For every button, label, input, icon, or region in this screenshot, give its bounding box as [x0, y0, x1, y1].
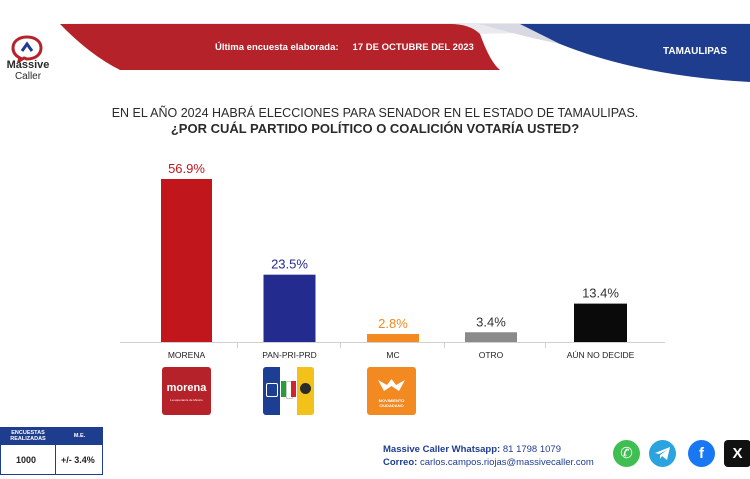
bar-pan-pri-prd [263, 274, 316, 342]
brand-name-line1: Massive [6, 59, 50, 71]
header-red-band [60, 24, 500, 70]
value-label-otro: 3.4% [476, 314, 506, 329]
bar-otro [465, 332, 517, 342]
morena-logo: morena La esperanza de México [162, 367, 211, 415]
morena-logo-text: morena [166, 382, 207, 394]
stats-header-me: M.E. [73, 433, 86, 439]
header-banner [58, 23, 750, 82]
category-label-otro: OTRO [479, 350, 504, 360]
survey-stats-table: ENCUESTAS REALIZADAS M.E. 1000 +/- 3.4% [0, 427, 103, 475]
contact-email: Correo: carlos.campos.riojas@massivecall… [383, 457, 594, 468]
state-label: TAMAULIPAS [663, 46, 728, 57]
x-icon[interactable]: X [724, 440, 750, 467]
brand-name: Massive Caller [4, 59, 52, 83]
mc-eagle-icon [378, 379, 405, 391]
stats-header: ENCUESTAS REALIZADAS M.E. [1, 428, 102, 445]
stats-surveys-value: 1000 [16, 455, 37, 465]
mc-logo: MOVIMIENTO CIUDADANO [367, 367, 416, 415]
stats-margin-error-value: +/- 3.4% [61, 455, 95, 465]
survey-date-label: Última encuesta elaborada: [215, 42, 339, 53]
pan-logo-icon [263, 367, 280, 415]
contact-whatsapp-number[interactable]: 81 1798 1079 [502, 444, 561, 455]
category-label-mc: MC [386, 350, 399, 360]
value-label-aun-no-decide: 13.4% [582, 286, 619, 301]
survey-date: Última encuesta elaborada: 17 DE OCTUBRE … [215, 42, 488, 53]
value-label-morena: 56.9% [168, 161, 205, 176]
facebook-icon[interactable]: f [688, 440, 715, 467]
bar-morena [161, 179, 212, 342]
category-label-pan-pri-prd: PAN-PRI-PRD [262, 350, 317, 360]
stats-divider [55, 445, 56, 475]
massive-caller-logo-icon [11, 35, 43, 62]
brand-name-line2: Caller [14, 71, 42, 82]
category-label-morena: MORENA [168, 350, 206, 360]
pri-logo-icon [280, 367, 297, 415]
telegram-icon[interactable] [649, 440, 676, 467]
contact-whatsapp-label: Massive Caller Whatsapp: [383, 444, 501, 455]
vote-intention-bar-chart: 56.9% MORENA 23.5% PAN-PRI-PRD 2.8% MC 3.4% OTR… [120, 161, 665, 360]
contact-email-label: Correo: [383, 457, 418, 468]
mc-logo-text: MOVIMIENTO CIUDADANO [378, 398, 405, 408]
bar-aun-no-decide [574, 303, 627, 342]
morena-logo-tagline: La esperanza de México [170, 398, 203, 402]
prd-logo-icon [297, 367, 314, 415]
value-label-pan-pri-prd: 23.5% [271, 257, 308, 272]
pan-pri-prd-logo [263, 367, 314, 415]
value-label-mc: 2.8% [378, 316, 408, 331]
contact-email-address[interactable]: carlos.campos.riojas@massivecaller.com [419, 457, 594, 468]
bar-mc [367, 333, 419, 342]
contact-whatsapp: Massive Caller Whatsapp: 81 1798 1079 [383, 444, 561, 455]
survey-date-value: 17 DE OCTUBRE DEL 2023 [352, 42, 474, 53]
question-line1: EN EL AÑO 2024 HABRÁ ELECCIONES PARA SEN… [111, 106, 639, 120]
whatsapp-icon[interactable]: ✆ [613, 440, 640, 467]
question-line2: ¿POR CUÁL PARTIDO POLÍTICO O COALICIÓN V… [170, 121, 580, 136]
stats-header-surveys: ENCUESTAS REALIZADAS [10, 430, 46, 442]
category-label-aun-no-decide: AÚN NO DECIDE [567, 350, 635, 360]
